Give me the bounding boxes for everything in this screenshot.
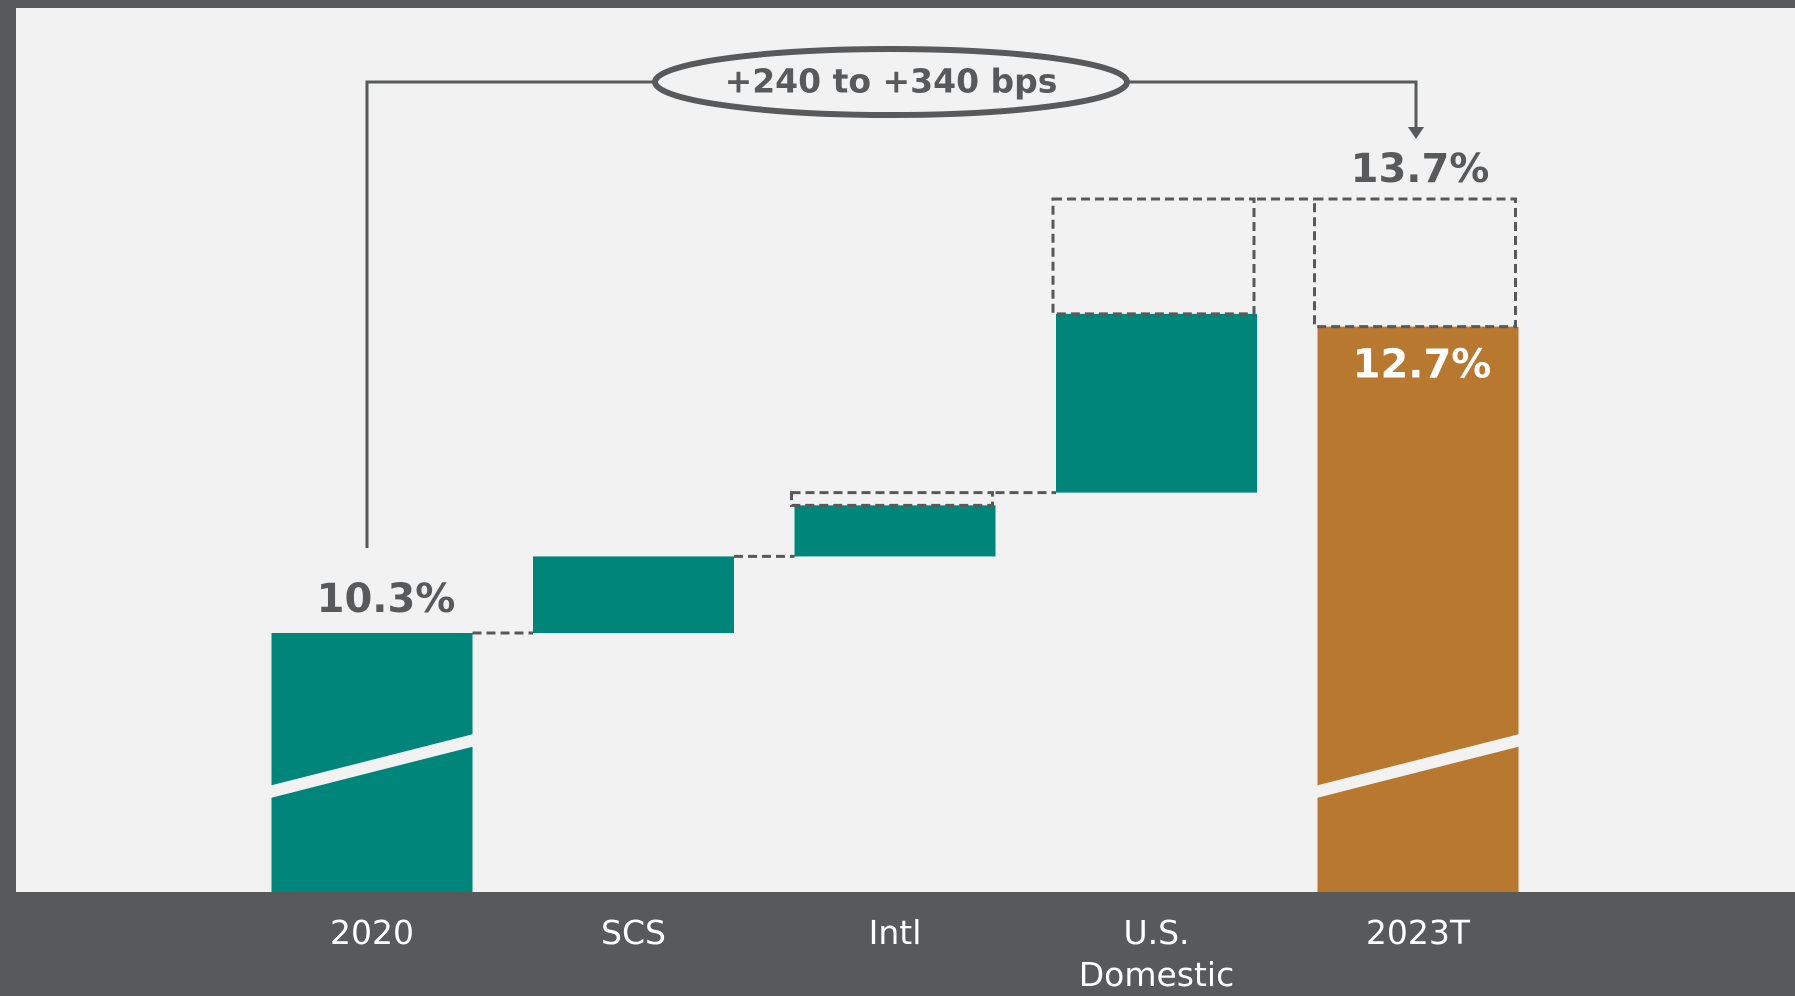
upside-range [790, 491, 994, 507]
x-tick-label: Intl [868, 913, 922, 952]
x-tick-label: 2020 [330, 913, 414, 952]
bar [1317, 326, 1519, 892]
bar [794, 505, 996, 557]
annotation-ellipse [652, 46, 1130, 118]
value-label: 12.7% [1353, 342, 1492, 388]
x-tick-label: 2023T [1365, 913, 1471, 952]
annotation: +240 to +340 bps [725, 62, 1058, 101]
arrow-head [1408, 127, 1424, 139]
upside-range [1051, 197, 1256, 316]
axis-break [1314, 734, 1522, 798]
bracket [365, 80, 655, 548]
bar [533, 556, 734, 633]
x-tick-label: U.S. Domestic [1078, 913, 1235, 994]
bracket [1127, 80, 1418, 131]
high-label: 13.7% [1351, 146, 1490, 192]
value-label: 10.3% [317, 576, 456, 622]
x-tick-label: SCS [601, 913, 666, 952]
high-range [1313, 197, 1517, 329]
axis-break [268, 734, 476, 798]
bar [1056, 313, 1257, 493]
